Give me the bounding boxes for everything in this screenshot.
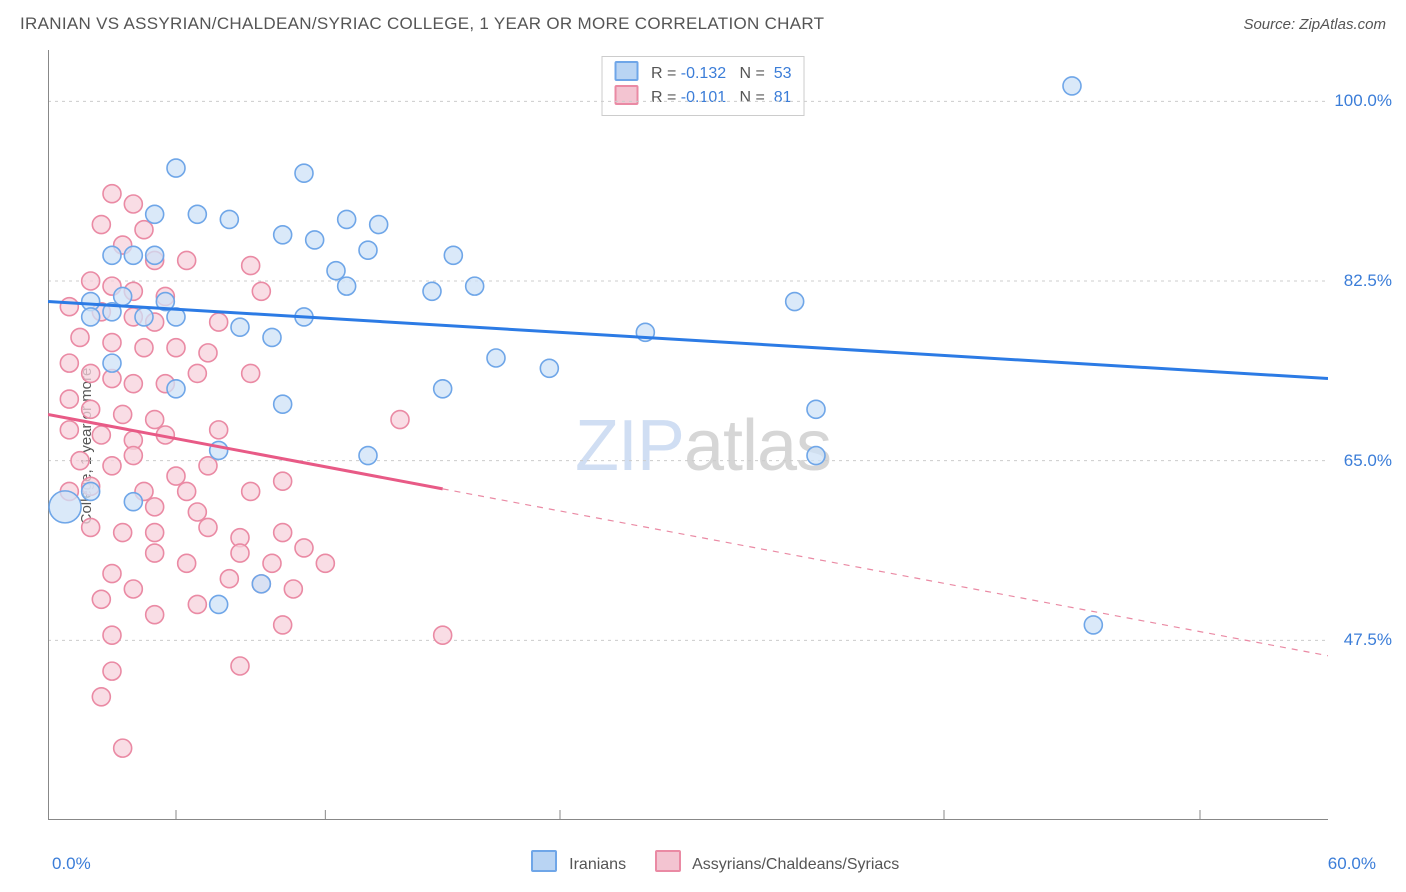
legend-label-assyrians: Assyrians/Chaldeans/Syriacs [692,856,899,873]
legend-label-iranians: Iranians [569,856,626,873]
y-tick-label: 47.5% [1344,630,1392,650]
legend-swatch-iranians [531,850,557,872]
chart-title: IRANIAN VS ASSYRIAN/CHALDEAN/SYRIAC COLL… [20,14,824,34]
y-tick-label: 82.5% [1344,271,1392,291]
series-legend: Iranians Assyrians/Chaldeans/Syriacs [0,850,1406,874]
y-tick-label: 65.0% [1344,451,1392,471]
y-tick-label: 100.0% [1334,91,1392,111]
chart-source: Source: ZipAtlas.com [1243,16,1386,33]
scatter-plot [48,50,1328,820]
legend-swatch-assyrians [655,850,681,872]
